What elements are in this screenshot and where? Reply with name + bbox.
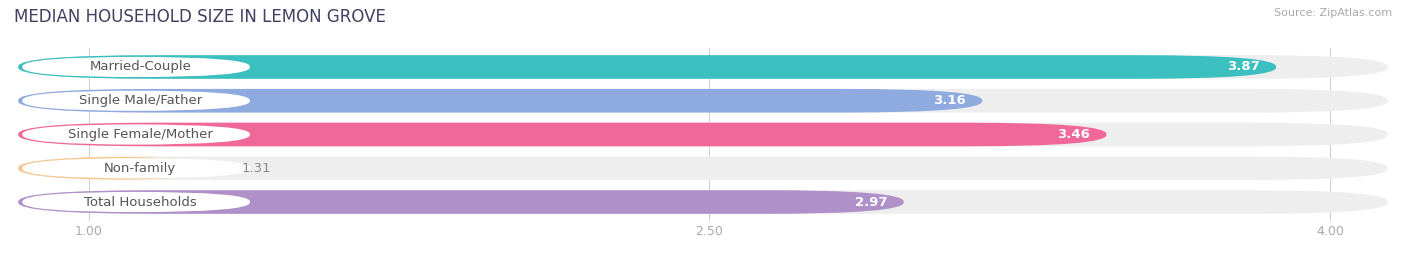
Text: Total Households: Total Households xyxy=(84,196,197,208)
Text: 1.31: 1.31 xyxy=(242,162,271,175)
Text: Source: ZipAtlas.com: Source: ZipAtlas.com xyxy=(1274,8,1392,18)
Text: 3.87: 3.87 xyxy=(1227,61,1260,73)
FancyBboxPatch shape xyxy=(18,157,1388,180)
Text: Married-Couple: Married-Couple xyxy=(90,61,191,73)
FancyBboxPatch shape xyxy=(22,91,250,111)
Text: 3.16: 3.16 xyxy=(934,94,966,107)
Text: MEDIAN HOUSEHOLD SIZE IN LEMON GROVE: MEDIAN HOUSEHOLD SIZE IN LEMON GROVE xyxy=(14,8,385,26)
Text: 3.46: 3.46 xyxy=(1057,128,1090,141)
Text: Single Male/Father: Single Male/Father xyxy=(79,94,202,107)
FancyBboxPatch shape xyxy=(18,89,983,112)
FancyBboxPatch shape xyxy=(18,123,1107,146)
Text: 2.97: 2.97 xyxy=(855,196,887,208)
Text: Non-family: Non-family xyxy=(104,162,176,175)
FancyBboxPatch shape xyxy=(18,55,1388,79)
FancyBboxPatch shape xyxy=(18,123,1388,146)
FancyBboxPatch shape xyxy=(18,157,217,180)
FancyBboxPatch shape xyxy=(18,190,1388,214)
Text: Single Female/Mother: Single Female/Mother xyxy=(67,128,212,141)
FancyBboxPatch shape xyxy=(22,158,250,178)
FancyBboxPatch shape xyxy=(18,55,1277,79)
FancyBboxPatch shape xyxy=(18,190,904,214)
FancyBboxPatch shape xyxy=(22,124,250,145)
FancyBboxPatch shape xyxy=(22,57,250,77)
FancyBboxPatch shape xyxy=(18,89,1388,112)
FancyBboxPatch shape xyxy=(22,192,250,212)
